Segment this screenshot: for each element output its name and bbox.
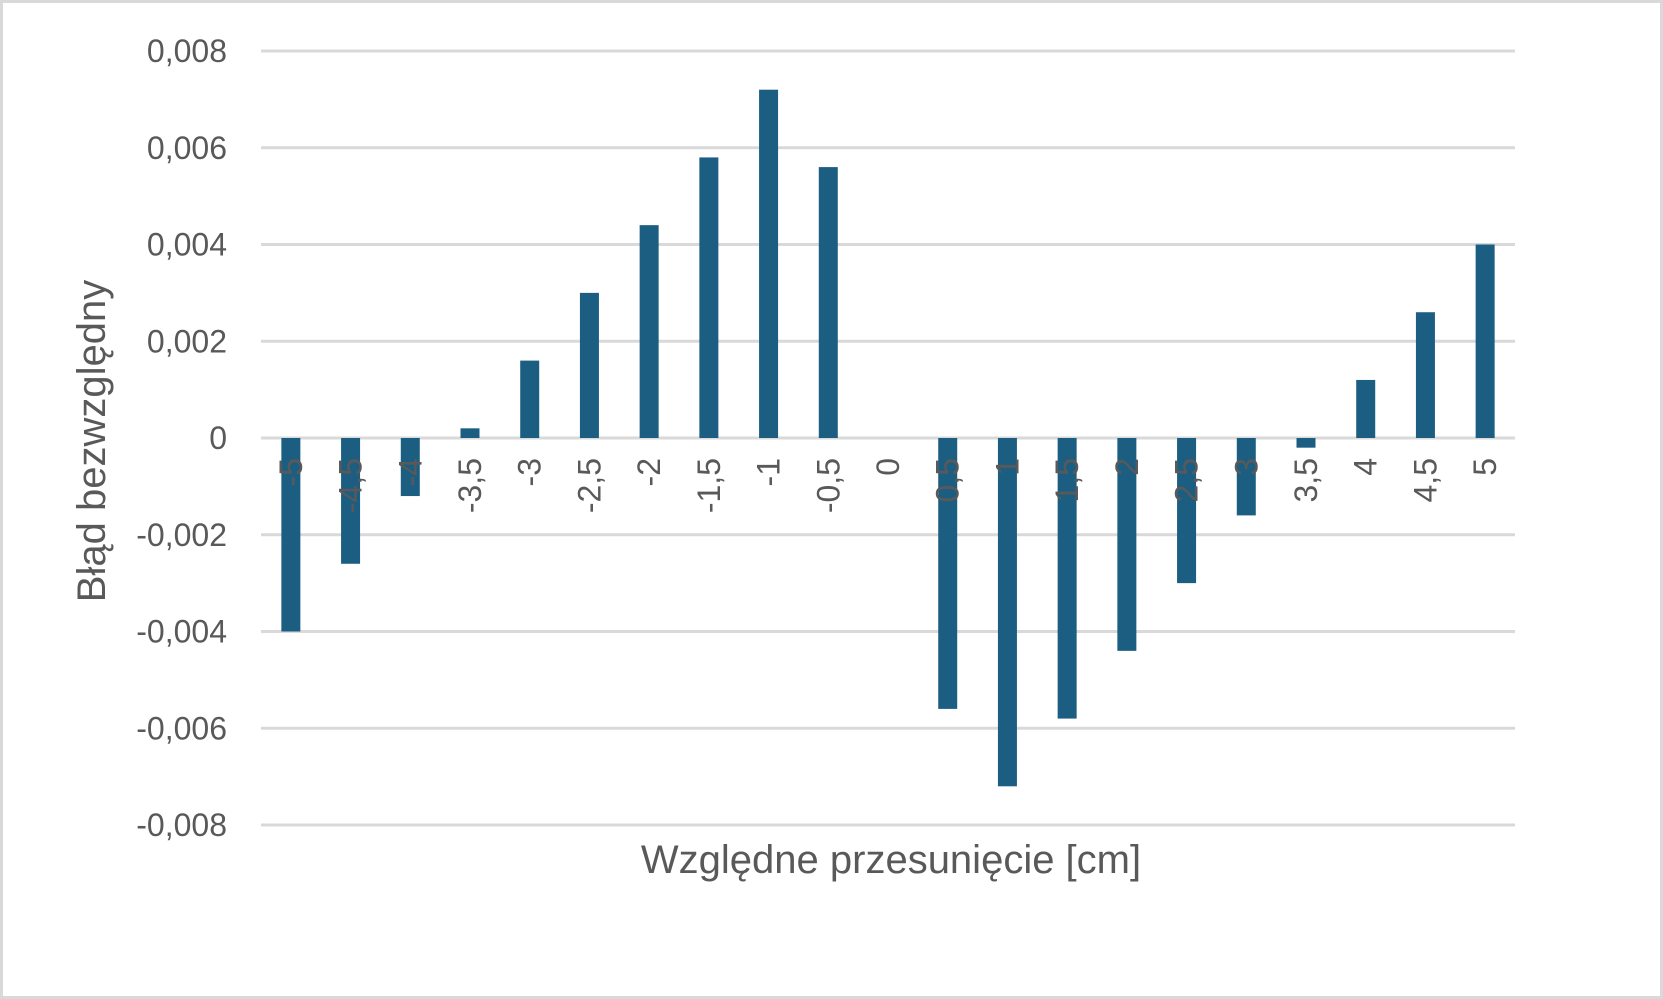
bar (997, 438, 1017, 787)
bar (1296, 438, 1316, 448)
bars (281, 89, 1495, 787)
bar (759, 89, 779, 438)
bar-chart: 0,008 0,006 0,004 0,002 0 -0,002 -0,004 -0,006 -… (70, 33, 1515, 882)
x-tick-label: 0 (870, 458, 906, 476)
y-tick-label: -0,002 (136, 517, 227, 553)
bar (579, 292, 599, 438)
x-tick-label: -3,5 (452, 458, 488, 513)
bar (400, 438, 420, 497)
y-tick-label: -0,006 (136, 710, 227, 746)
x-tick-label: -4 (392, 458, 428, 486)
bar (818, 167, 838, 438)
bar (1057, 438, 1077, 719)
y-axis-ticks: 0,008 0,006 0,004 0,002 0 -0,002 -0,004 -0,006 -… (136, 33, 227, 843)
x-tick-label: 4 (1348, 458, 1384, 476)
y-tick-label: -0,008 (136, 807, 227, 843)
y-axis-title: Błąd bezwzględny (70, 280, 114, 602)
bar (460, 428, 480, 438)
y-tick-label: 0,006 (147, 130, 227, 166)
x-axis-ticks: -5 -4,5 -4 -3,5 -3 -2,5 -2 -1,5 -1 -0,5 0 0,5 1 1,5 2 2… (273, 458, 1503, 513)
bar (1177, 438, 1197, 584)
x-axis-title: Względne przesunięcie [cm] (641, 838, 1141, 882)
x-tick-label: -0,5 (810, 458, 846, 513)
y-tick-label: 0,004 (147, 227, 227, 263)
x-tick-label: -5 (273, 458, 309, 486)
bar (639, 225, 659, 438)
x-tick-label: 4,5 (1407, 458, 1443, 502)
bar (1236, 438, 1256, 516)
y-tick-label: 0,008 (147, 33, 227, 69)
bar (1415, 312, 1435, 438)
bar (699, 157, 719, 439)
bar (1475, 244, 1495, 438)
y-tick-label: 0,002 (147, 323, 227, 359)
y-tick-label: 0 (209, 420, 227, 456)
bar (1356, 379, 1376, 438)
x-tick-label: -4,5 (333, 458, 369, 513)
x-tick-label: 1 (989, 458, 1025, 476)
x-tick-label: 0,5 (930, 458, 966, 502)
bar (520, 360, 540, 438)
x-tick-label: 3 (1228, 458, 1264, 476)
y-tick-label: -0,004 (136, 614, 227, 650)
bar (1117, 438, 1137, 651)
x-tick-label: 1,5 (1049, 458, 1085, 502)
x-tick-label: 2,5 (1169, 458, 1205, 502)
x-tick-label: 3,5 (1288, 458, 1324, 502)
bar (281, 438, 301, 632)
gridlines (261, 49, 1515, 827)
x-tick-label: -1,5 (691, 458, 727, 513)
x-tick-label: 2 (1109, 458, 1145, 476)
x-tick-label: -3 (512, 458, 548, 486)
x-tick-label: -1 (751, 458, 787, 486)
bar (341, 438, 361, 564)
bar (938, 438, 958, 709)
x-tick-label: 5 (1467, 458, 1503, 476)
x-tick-label: -2 (631, 458, 667, 486)
x-tick-label: -2,5 (571, 458, 607, 513)
